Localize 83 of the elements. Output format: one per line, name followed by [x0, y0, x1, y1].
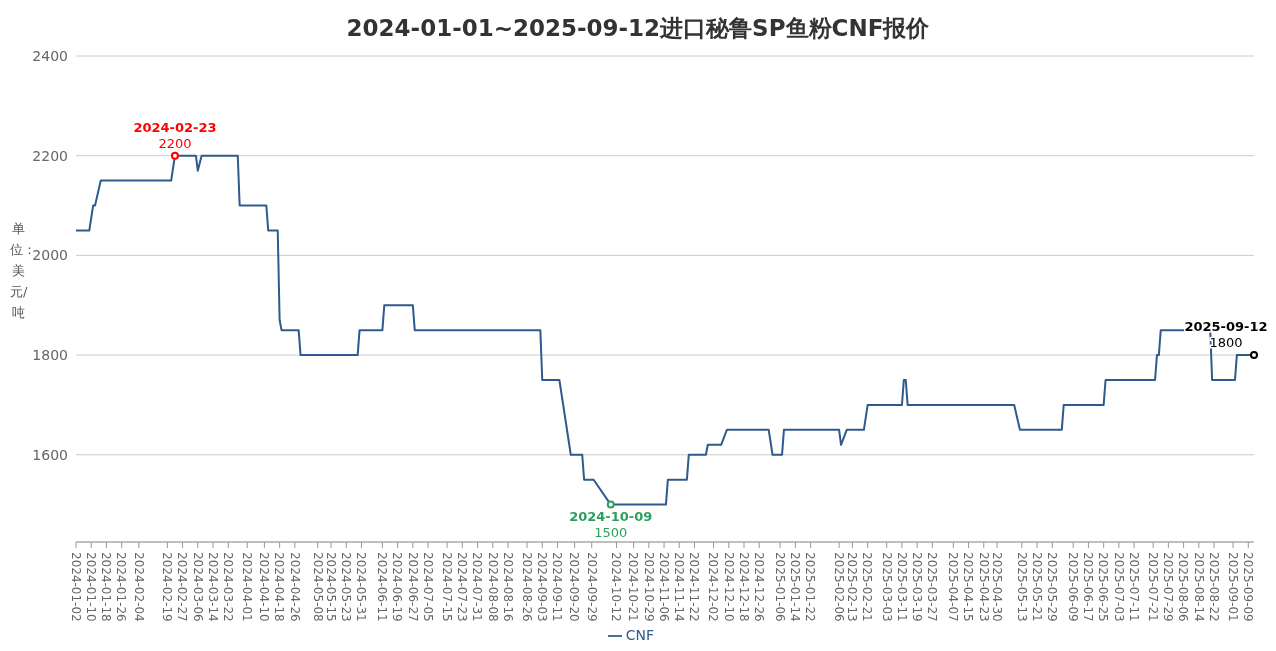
x-tick-label: 2025-07-29 [1161, 552, 1176, 622]
x-tick-label: 2025-01-22 [803, 552, 818, 622]
x-tick-label: 2025-04-30 [989, 552, 1004, 622]
x-tick-label: 2024-07-15 [439, 552, 454, 622]
annotation: 2200 [158, 135, 192, 151]
x-tick-label: 2025-08-14 [1191, 552, 1206, 622]
x-tick-label: 2024-05-23 [339, 552, 354, 622]
annotation: 1500 [594, 524, 628, 540]
x-tick-label: 2024-09-11 [550, 552, 565, 622]
chart-title: 2024-01-01~2025-09-12进口秘鲁SP鱼粉CNF报价 [345, 14, 931, 43]
x-tick-label: 2024-03-06 [190, 552, 205, 622]
x-tick-label: 2025-01-14 [788, 552, 803, 622]
x-tick-label: 2024-06-27 [405, 552, 420, 622]
x-tick-label: 2024-11-22 [687, 552, 702, 622]
x-tick-label: 2025-08-22 [1206, 552, 1221, 622]
x-tick-label: 2025-07-03 [1111, 552, 1126, 622]
x-tick-label: 2024-12-18 [736, 552, 751, 622]
x-tick-label: 2025-03-11 [894, 552, 909, 622]
x-tick-label: 2024-06-19 [390, 552, 405, 622]
y-tick-label: 1600 [32, 446, 68, 463]
x-tick-label: 2025-05-21 [1029, 552, 1044, 622]
x-tick-label: 2024-08-16 [500, 552, 515, 622]
y-tick-label: 2200 [32, 147, 68, 164]
x-tick-label: 2025-03-27 [925, 552, 940, 622]
x-tick-label: 2024-12-26 [752, 552, 766, 622]
x-tick-label: 2024-05-31 [354, 552, 369, 622]
x-tick-label: 2024-09-20 [567, 552, 582, 622]
x-tick-label: 2025-01-06 [772, 552, 787, 622]
x-tick-label: 2024-09-29 [584, 552, 599, 622]
x-tick-label: 2025-02-06 [831, 552, 846, 622]
x-tick-label: 2025-02-13 [845, 552, 860, 622]
x-tick-label: 2025-09-01 [1225, 552, 1240, 622]
x-tick-label: 2024-05-08 [310, 552, 325, 622]
x-tick-label: 2024-10-21 [626, 552, 641, 622]
x-tick-label: 2024-07-05 [420, 552, 435, 622]
x-tick-label: 2025-08-06 [1176, 552, 1191, 622]
x-tick-label: 2024-06-11 [375, 552, 390, 622]
x-tick-label: 2025-07-21 [1145, 552, 1160, 622]
x-tick-label: 2025-09-09 [1241, 552, 1256, 622]
x-tick-label: 2024-01-26 [114, 552, 129, 622]
x-tick-label: 2025-04-23 [976, 552, 991, 622]
x-tick-label: 2025-06-09 [1066, 552, 1081, 622]
legend-label: CNF [625, 627, 655, 643]
x-tick-label: 2024-04-01 [240, 552, 255, 622]
x-tick-label: 2024-02-04 [131, 552, 146, 622]
x-tick-label: 2024-03-14 [205, 552, 220, 622]
x-tick-label: 2025-04-15 [961, 552, 976, 622]
x-tick-label: 2025-03-03 [879, 552, 894, 622]
x-tick-label: 2024-05-15 [323, 552, 338, 622]
x-tick-label: 2025-06-17 [1081, 552, 1096, 622]
y-tick-label: 1800 [32, 347, 68, 364]
x-tick-label: 2024-09-03 [535, 552, 550, 622]
x-tick-label: 2025-04-07 [946, 552, 961, 622]
x-tick-label: 2025-05-29 [1045, 552, 1060, 622]
x-tick-label: 2024-02-19 [160, 552, 175, 622]
x-tick-label: 2024-12-02 [706, 552, 721, 622]
x-tick-label: 2024-07-31 [470, 552, 485, 622]
x-tick-label: 2024-07-23 [455, 552, 470, 622]
x-tick-label: 2024-11-06 [656, 552, 671, 622]
x-tick-label: 2024-08-26 [519, 552, 534, 622]
annotation: 2024-02-23 [133, 119, 217, 135]
x-tick-label: 2024-04-26 [287, 552, 302, 622]
x-tick-label: 2024-03-22 [221, 552, 236, 622]
annotation: 2024-10-09 [569, 508, 653, 524]
annotation: 1800 [1209, 335, 1243, 351]
x-tick-label: 2024-01-02 [68, 552, 83, 622]
x-tick-label: 2025-05-13 [1014, 552, 1029, 622]
y-tick-label: 2400 [32, 47, 68, 64]
x-tick-label: 2024-01-10 [84, 552, 99, 622]
x-tick-label: 2024-10-29 [641, 552, 656, 622]
annotation: 2025-09-12 [1184, 319, 1268, 335]
x-tick-label: 2024-04-10 [257, 552, 272, 622]
x-tick-label: 2024-10-12 [609, 552, 624, 622]
x-tick-label: 2024-04-18 [272, 552, 287, 622]
x-tick-label: 2025-02-21 [860, 552, 875, 622]
x-tick-label: 2024-02-27 [175, 552, 190, 622]
x-tick-label: 2024-12-10 [721, 552, 736, 622]
x-tick-label: 2024-08-08 [485, 552, 500, 622]
x-tick-label: 2024-01-18 [99, 552, 114, 622]
x-tick-label: 2025-06-25 [1096, 552, 1111, 622]
x-tick-label: 2024-11-14 [672, 552, 687, 622]
x-tick-label: 2025-07-11 [1126, 552, 1141, 622]
x-tick-label: 2025-03-19 [909, 552, 924, 622]
